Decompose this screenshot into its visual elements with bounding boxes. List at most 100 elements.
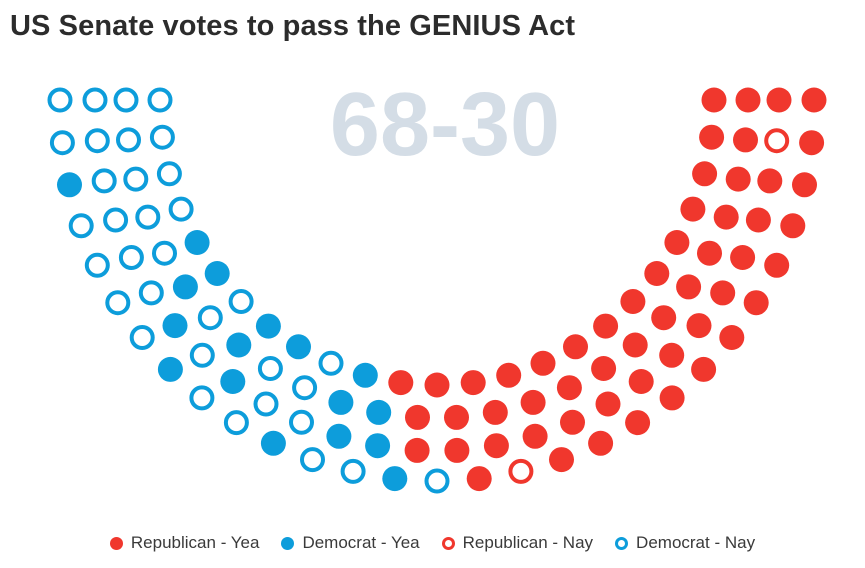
republican-yea-seat	[405, 404, 430, 430]
democrat-yea-swatch	[281, 536, 295, 550]
democrat-yea-seat	[220, 369, 246, 394]
democrat-yea-seat	[366, 399, 392, 425]
republican-yea-seat	[644, 261, 670, 286]
republican-yea-seat	[591, 356, 617, 381]
democrat-yea-seat	[352, 362, 378, 388]
republican-yea-seat	[444, 404, 469, 430]
democrat-nay-seat	[149, 124, 175, 150]
democrat-nay-seat	[123, 166, 149, 192]
democrat-yea-seat	[326, 423, 352, 449]
republican-yea-seat	[560, 409, 585, 435]
republican-yea-seat	[757, 168, 783, 194]
republican-yea-seat	[659, 342, 685, 368]
legend-item-democrat-nay: Democrat - Nay	[615, 533, 755, 553]
democrat-nay-seat	[340, 458, 366, 484]
democrat-nay-seat	[113, 87, 139, 113]
democrat-nay-seat	[156, 161, 182, 187]
democrat-nay-seat	[300, 447, 325, 473]
republican-yea-seat	[697, 240, 722, 266]
republican-yea-seat	[676, 274, 702, 300]
republican-yea-seat	[699, 124, 725, 150]
democrat-nay-seat	[91, 168, 117, 194]
republican-yea-swatch	[109, 536, 123, 550]
democrat-nay-seat	[84, 252, 110, 278]
seat-group	[47, 87, 827, 494]
democrat-nay-seat	[253, 391, 279, 417]
republican-yea-seat	[710, 280, 736, 306]
democrat-nay-seat	[49, 130, 75, 156]
democrat-yea-seat	[184, 230, 210, 255]
republican-nay-seat	[508, 458, 534, 484]
democrat-yea-seat	[260, 430, 286, 456]
republican-yea-seat	[466, 466, 492, 492]
republican-yea-seat	[620, 289, 646, 314]
legend: Republican - Yea Democrat - Yea Republic…	[0, 533, 865, 553]
republican-yea-seat	[530, 350, 556, 376]
democrat-nay-swatch	[615, 536, 629, 550]
democrat-nay-seat	[135, 204, 161, 230]
democrat-nay-seat	[138, 280, 164, 306]
republican-yea-seat	[651, 305, 677, 331]
democrat-nay-seat	[168, 196, 194, 222]
republican-yea-seat	[388, 370, 414, 396]
democrat-nay-seat	[82, 87, 108, 113]
republican-yea-seat	[496, 362, 522, 388]
republican-nay-seat	[764, 128, 790, 154]
republican-yea-seat	[549, 447, 574, 473]
legend-label: Democrat - Yea	[302, 533, 420, 552]
republican-yea-seat	[743, 290, 769, 316]
republican-yea-seat	[780, 213, 806, 239]
democrat-yea-seat	[162, 313, 188, 339]
democrat-nay-seat	[103, 207, 129, 233]
republican-yea-seat	[664, 230, 690, 255]
democrat-yea-seat	[286, 334, 311, 360]
republican-yea-seat	[691, 356, 717, 382]
republican-yea-seat	[483, 433, 509, 459]
republican-yea-seat	[522, 423, 548, 449]
republican-yea-seat	[622, 332, 648, 358]
republican-yea-seat	[735, 87, 761, 113]
democrat-nay-seat	[257, 356, 283, 381]
democrat-nay-seat	[318, 350, 344, 376]
legend-label: Democrat - Nay	[636, 533, 756, 552]
democrat-nay-seat	[118, 245, 144, 270]
democrat-nay-seat	[129, 325, 155, 350]
democrat-nay-seat	[147, 87, 173, 113]
chart-title: US Senate votes to pass the GENIUS Act	[10, 10, 576, 42]
republican-yea-seat	[801, 87, 827, 113]
republican-yea-seat	[799, 130, 825, 156]
democrat-yea-seat	[328, 389, 354, 415]
legend-label: Republican - Nay	[462, 533, 594, 552]
legend-item-republican-yea: Republican - Yea	[109, 533, 260, 553]
republican-yea-seat	[424, 372, 450, 398]
republican-yea-seat	[745, 207, 771, 233]
republican-yea-seat	[563, 334, 588, 360]
republican-yea-seat	[588, 430, 614, 456]
republican-yea-seat	[680, 196, 706, 222]
democrat-yea-seat	[226, 332, 252, 358]
democrat-yea-seat	[204, 261, 230, 286]
republican-yea-seat	[692, 161, 718, 187]
legend-item-republican-nay: Republican - Nay	[441, 533, 594, 553]
democrat-nay-seat	[292, 375, 318, 401]
democrat-yea-seat	[382, 466, 408, 492]
democrat-nay-seat	[289, 409, 314, 435]
democrat-nay-seat	[189, 385, 215, 411]
republican-yea-seat	[719, 325, 745, 350]
republican-yea-seat	[659, 385, 685, 411]
democrat-nay-seat	[116, 127, 141, 153]
republican-yea-seat	[766, 87, 792, 113]
republican-nay-swatch	[441, 536, 455, 550]
democrat-nay-seat	[189, 342, 215, 368]
republican-yea-seat	[733, 127, 758, 153]
republican-yea-seat	[730, 245, 756, 270]
republican-yea-seat	[686, 313, 712, 339]
republican-yea-seat	[628, 369, 654, 394]
democrat-yea-seat	[157, 356, 183, 382]
democrat-yea-seat	[57, 172, 82, 198]
vote-tally: 68-30	[330, 75, 560, 175]
democrat-yea-seat	[172, 274, 198, 300]
democrat-nay-seat	[84, 128, 110, 154]
legend-label: Republican - Yea	[130, 533, 260, 552]
